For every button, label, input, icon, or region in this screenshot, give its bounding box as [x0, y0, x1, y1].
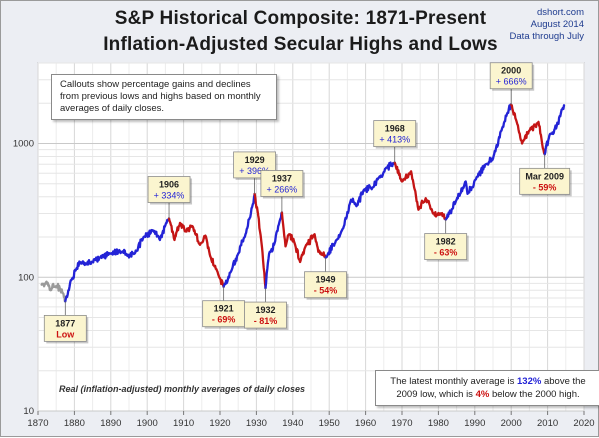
callout-year: 2000	[501, 66, 521, 76]
series-line-bear	[280, 211, 327, 264]
x-tick-label: 1920	[209, 418, 230, 429]
x-tick-label: 1940	[282, 418, 303, 429]
summary-gain: 132%	[517, 376, 542, 387]
callout-year: 1982	[436, 237, 456, 247]
callout-change: + 396%	[239, 166, 270, 176]
x-tick-label: 1870	[27, 418, 48, 429]
callout-year: Mar 2009	[525, 171, 564, 181]
callout-year: 1949	[316, 275, 336, 285]
grid-lines	[37, 62, 585, 412]
callout-mar-2009: Mar 2009- 59%	[519, 154, 572, 197]
x-tick-label: 1930	[246, 418, 267, 429]
callout-box	[304, 271, 347, 299]
x-tick-label: 2000	[501, 418, 522, 429]
x-tick-label: 1990	[464, 418, 485, 429]
series-line-bull	[64, 217, 171, 303]
series-line-bull	[324, 161, 396, 259]
x-tick-label: 2020	[573, 418, 594, 429]
x-tick-label: 1980	[428, 418, 449, 429]
callout-change: + 666%	[496, 77, 527, 87]
x-tick-label: 1880	[64, 418, 85, 429]
x-tick-label: 1900	[137, 418, 158, 429]
source-label: dshort.com	[537, 7, 584, 18]
series-line-bear	[393, 161, 447, 221]
callout-box	[244, 301, 287, 329]
callout-year: 1906	[159, 180, 179, 190]
callout-1968: 1968+ 413%	[373, 120, 418, 163]
chart-subtitle: Inflation-Adjusted Secular Highs and Low…	[103, 34, 498, 55]
callout-year: 1937	[272, 173, 292, 183]
series-line-early	[40, 280, 67, 303]
callout-year: 1921	[214, 304, 234, 314]
x-tick-label: 1960	[355, 418, 376, 429]
x-tick-label: 1890	[100, 418, 121, 429]
series-line-bull	[264, 211, 284, 290]
footnote: Real (inflation-adjusted) monthly averag…	[59, 384, 306, 394]
series-line-bull	[222, 192, 256, 288]
callout-1921: 1921- 69%	[202, 286, 247, 329]
callout-change: + 413%	[379, 135, 410, 145]
callout-1937: 1937+ 266%	[260, 170, 305, 213]
callout-1949: 1949- 54%	[304, 257, 349, 300]
callout-box	[373, 120, 417, 147]
x-tick-label: 1970	[391, 418, 412, 429]
callout-note-box: Callouts show percentage gains and decli…	[51, 74, 277, 120]
series-line-bull	[444, 103, 513, 221]
callout-year: 1877	[55, 318, 75, 328]
x-axis: 1870 1880 1890 1900 1910 1920 1930 1940 1950 1960…	[27, 411, 595, 429]
x-tick-label: 2010	[537, 418, 558, 429]
callout-change: - 54%	[314, 286, 338, 296]
callout-box	[489, 62, 533, 90]
callout-change: - 69%	[212, 315, 236, 325]
x-tick-label: 1910	[173, 418, 194, 429]
callout-change: - 81%	[254, 316, 278, 326]
callout-year: 1968	[385, 124, 405, 134]
callout-box	[424, 233, 468, 260]
x-tick-label: 1950	[319, 418, 340, 429]
callout-1932: 1932- 81%	[244, 288, 289, 331]
summary-below: 4%	[475, 389, 490, 400]
data-through-label: Data through July	[509, 31, 584, 42]
y-tick-label: 1000	[13, 139, 34, 150]
callout-change: - 59%	[533, 182, 557, 192]
date-label: August 2014	[530, 19, 584, 30]
y-tick-label: 10	[23, 406, 34, 417]
y-axis: 10 100 1000	[13, 139, 34, 417]
callout-box	[43, 314, 87, 342]
callout-box	[202, 300, 246, 328]
callout-1906: 1906+ 334%	[147, 176, 193, 219]
callout-2000: 2000+ 666%	[489, 62, 535, 105]
series-line-bear	[510, 103, 546, 156]
callout-change: - 63%	[434, 248, 458, 258]
callout-year: 1929	[245, 155, 265, 165]
callout-box	[519, 167, 571, 195]
callout-1982: 1982- 63%	[424, 219, 469, 262]
summary-box: The latest monthly average is 132% above…	[375, 370, 599, 406]
summary-text-1: The latest monthly average is	[390, 376, 518, 387]
series-line-bear	[253, 192, 267, 290]
y-tick-label: 100	[18, 272, 34, 283]
summary-text-3: below the 2000 high.	[489, 389, 580, 400]
callout-change: + 334%	[154, 191, 185, 201]
callout-box	[147, 176, 191, 203]
chart-title: S&P Historical Composite: 1871-Present	[114, 8, 487, 29]
callout-change: + 266%	[266, 184, 297, 194]
callout-year: 1932	[255, 305, 275, 315]
series-lines	[40, 103, 566, 303]
summary-text-2: above the 2009 low, which is	[396, 376, 586, 400]
series-line-bull	[543, 104, 566, 156]
series-line-bear	[167, 217, 225, 288]
callout-change: Low	[56, 329, 75, 339]
callout-box	[260, 170, 304, 197]
